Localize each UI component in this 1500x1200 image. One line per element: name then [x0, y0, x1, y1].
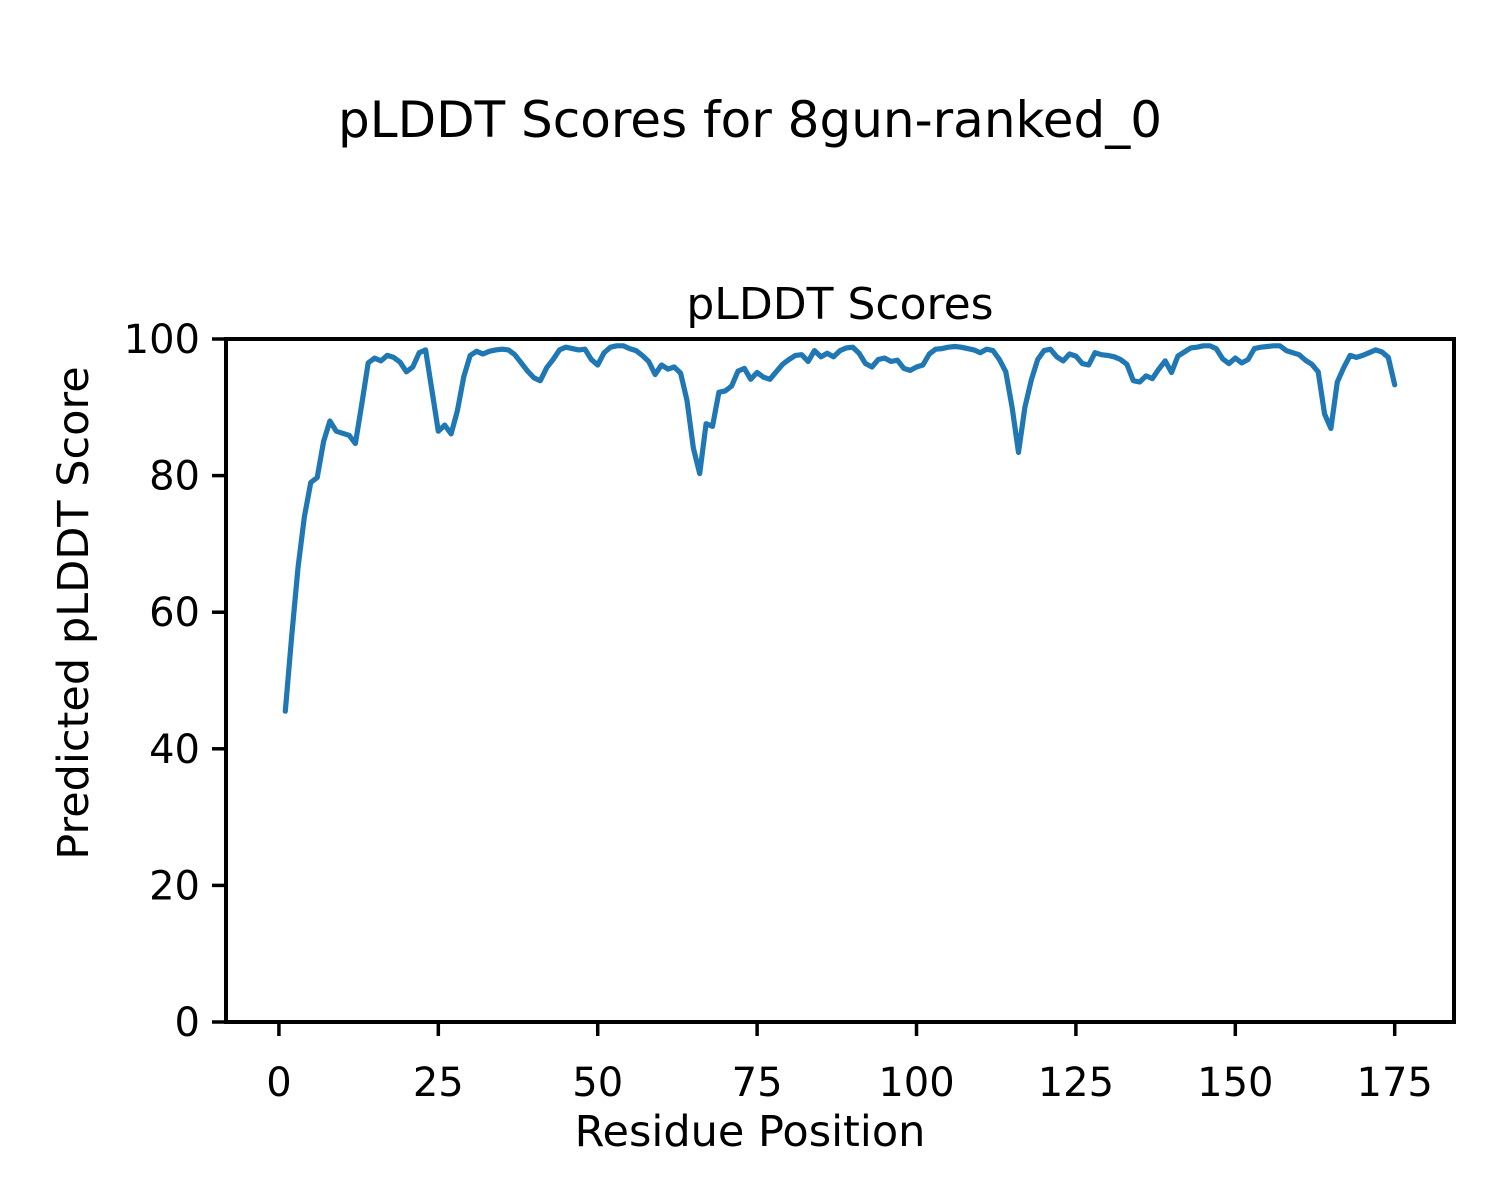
- y-tick-label: 60: [149, 590, 200, 636]
- axes-title: pLDDT Scores: [686, 279, 993, 330]
- y-tick-label: 20: [149, 863, 200, 909]
- x-tick-label: 50: [572, 1060, 623, 1106]
- y-tick-label: 100: [124, 317, 200, 363]
- y-tick-label: 80: [149, 454, 200, 500]
- x-tick-label: 175: [1357, 1060, 1433, 1106]
- x-axis-label: Residue Position: [575, 1107, 926, 1157]
- x-tick-label: 125: [1038, 1060, 1114, 1106]
- figure-suptitle: pLDDT Scores for 8gun-ranked_0: [338, 91, 1162, 149]
- x-tick-label: 150: [1197, 1060, 1273, 1106]
- plddt-line: [282, 343, 1398, 714]
- y-axis-ticks: 0 20 40 60 80 100: [124, 317, 226, 1046]
- plot-frame: [224, 337, 1456, 1024]
- y-tick-label: 40: [149, 727, 200, 773]
- y-axis-label: Predicted pLDDT Score: [49, 366, 99, 859]
- x-tick-label: 0: [266, 1060, 291, 1106]
- y-tick-label: 0: [175, 1000, 200, 1046]
- x-tick-label: 100: [878, 1060, 954, 1106]
- x-axis-ticks: 0 25 50 75 100 125 150 175: [266, 1022, 1433, 1106]
- x-tick-label: 25: [413, 1060, 464, 1106]
- x-tick-label: 75: [732, 1060, 783, 1106]
